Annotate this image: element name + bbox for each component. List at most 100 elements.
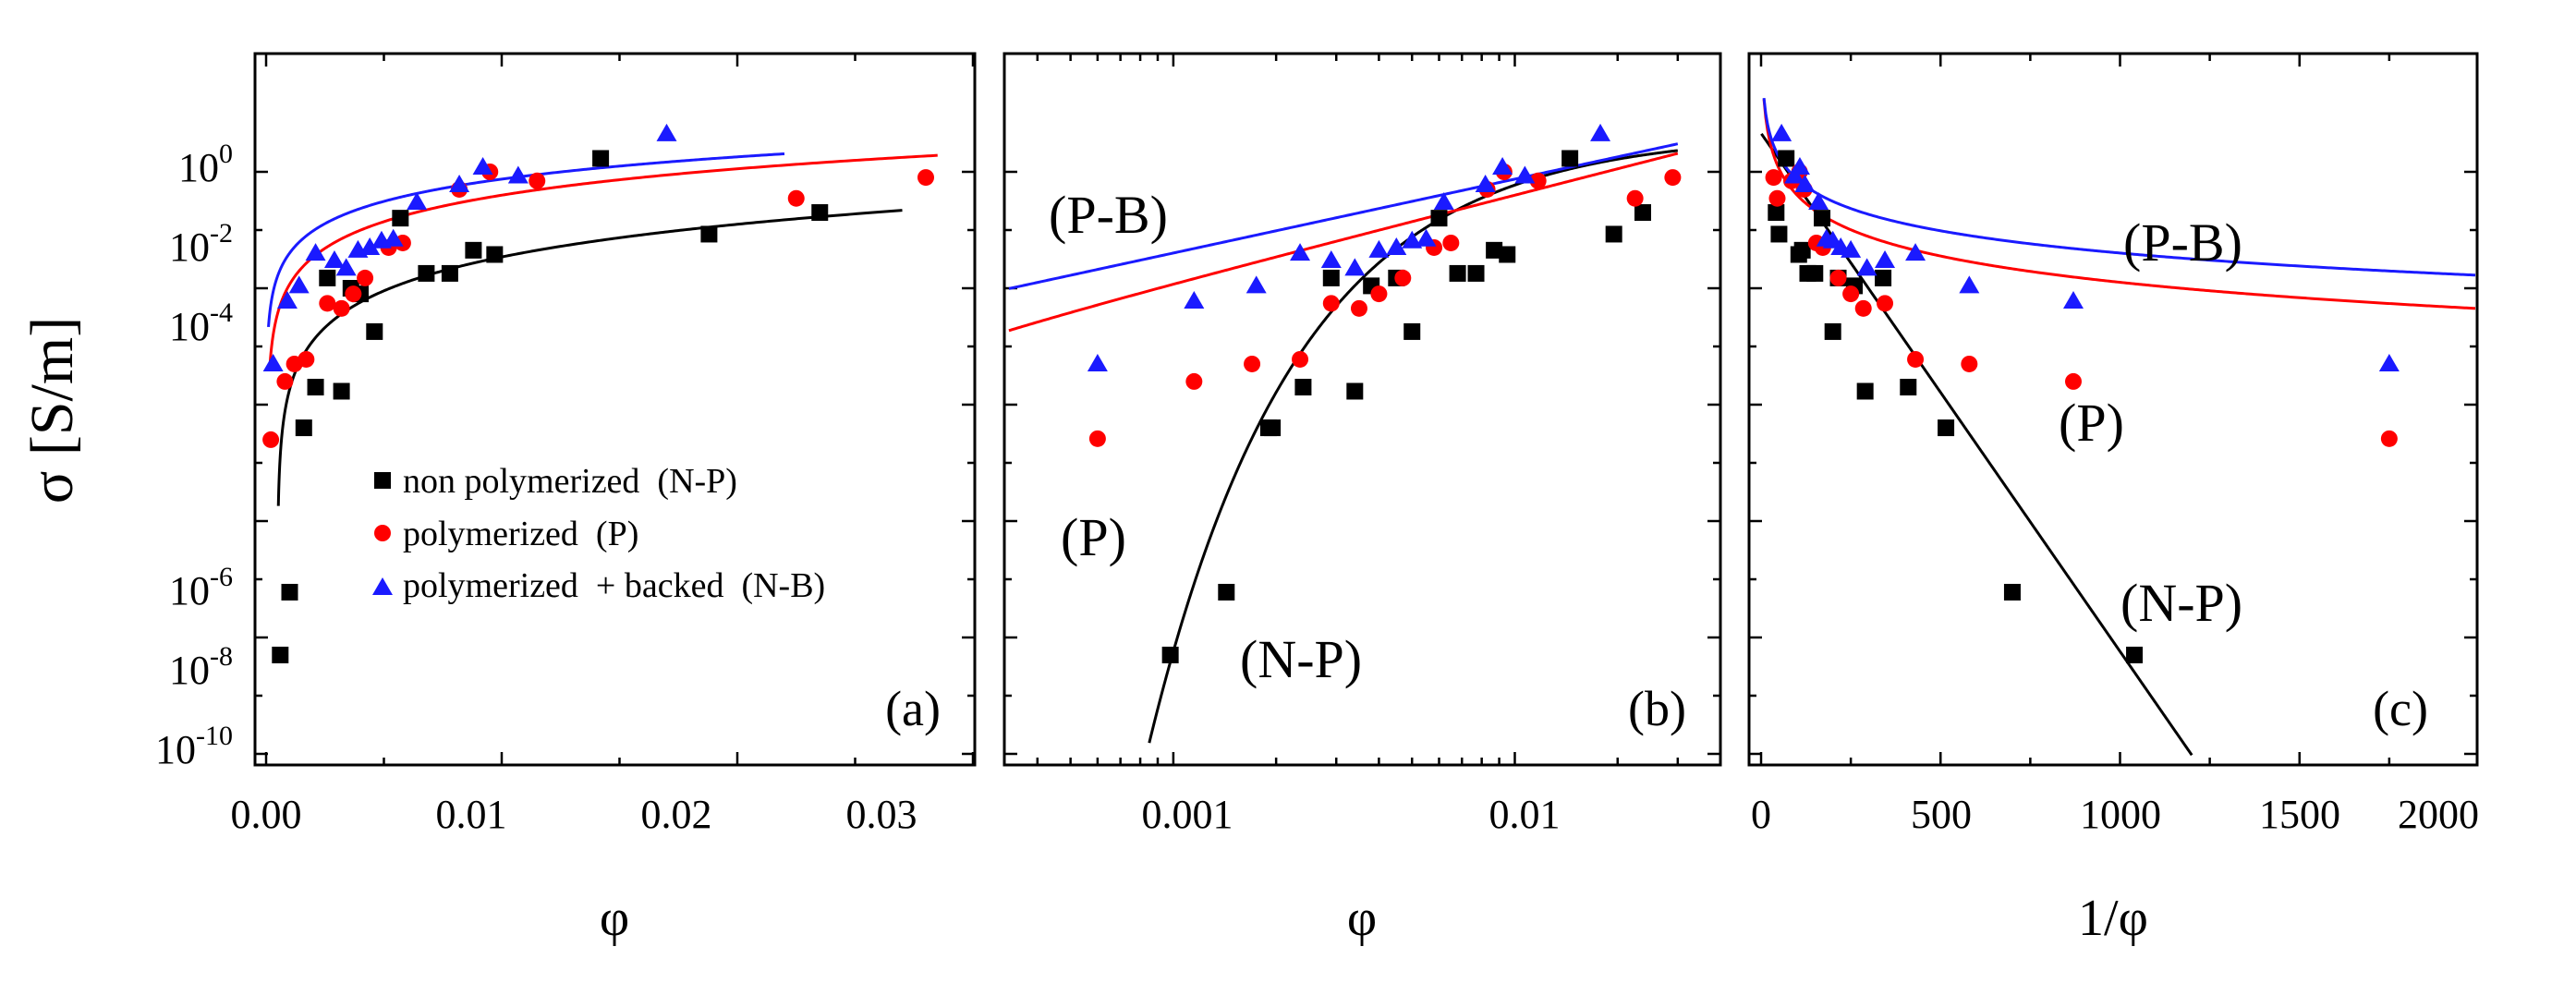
data-point-triangle [1368,239,1390,258]
data-point-circle [1768,189,1786,207]
data-point-square [333,382,350,400]
data-point-square [1799,264,1817,282]
data-point-square [295,419,312,437]
data-point-triangle [507,165,529,184]
annotation-p: (P) [1061,507,1126,567]
data-point-square [1875,269,1892,286]
data-point-square [1218,583,1235,601]
panel-a-points [262,123,934,663]
data-point-circle [298,350,315,368]
data-point-triangle [1433,191,1454,210]
data-point-square [392,210,409,227]
data-point-triangle [472,157,493,176]
data-point-triangle [1386,237,1407,255]
x-tick-label: 500 [1911,792,1972,837]
x-tick-label: 1000 [2080,792,2161,837]
data-point-square [1264,419,1282,437]
data-point-triangle [383,228,404,247]
data-point-square [441,264,458,282]
data-point-square [1499,246,1516,263]
panel-b-x-axis-label: φ [1347,890,1377,947]
data-point-circle [787,189,805,207]
data-point-square [1294,379,1312,396]
data-point-circle [1185,372,1203,390]
data-point-triangle [656,123,677,141]
fit-curve-pb [1008,142,1679,290]
data-point-circle [2380,430,2398,447]
y-tick-label: 100 [178,139,233,190]
data-point-triangle [305,243,326,261]
data-point-triangle [1905,243,1926,261]
fit-curve-p [1008,152,1679,333]
data-point-square [1814,210,1831,227]
data-point-triangle [1402,230,1423,249]
data-point-square [1824,322,1841,340]
data-point-square [1467,264,1485,282]
data-point-circle [1829,269,1847,286]
x-tick-label: 0.001 [1142,792,1233,837]
data-point-circle [1842,285,1860,303]
x-tick-label: 2000 [2398,792,2479,837]
data-point-triangle [1475,174,1496,192]
data-point-circle [1350,299,1367,317]
data-point-square [1770,225,1788,243]
panel-b-x-tick-labels: 0.001 0.01 [1142,792,1561,837]
data-point-square [418,264,435,282]
data-point-square [1561,150,1579,167]
data-point-square [1768,204,1785,222]
legend-label: polymerized (P) [403,515,638,553]
data-point-triangle [1771,123,1792,141]
data-point-square [307,379,324,396]
data-point-square [592,150,610,167]
data-point-circle [1322,295,1340,312]
data-point-triangle [1416,228,1437,247]
data-point-circle [1961,355,1978,372]
x-tick-label: 0.00 [231,792,302,837]
y-tick-label: 10-10 [155,721,233,772]
data-point-square [811,204,829,222]
fit-curve-p [268,153,938,370]
panel-a-x-tick-labels: 0.00 0.01 0.02 0.03 [231,792,917,837]
panel-a-x-axis-label: φ [600,890,629,947]
y-tick-label: 10-8 [169,641,233,693]
data-point-circle [333,299,350,317]
data-point-triangle [1816,228,1837,247]
data-point-circle [319,295,336,312]
data-point-circle [1877,295,1894,312]
data-point-triangle [1959,275,1980,294]
data-point-triangle [1290,243,1311,261]
data-point-square [486,246,504,263]
annotation-np: (N-P) [2120,573,2242,633]
data-point-circle [357,269,374,286]
data-point-square [1634,204,1651,222]
panel-c-x-tick-labels: 0 500 1000 1500 2000 [1751,792,2479,837]
legend-label: non polymerized (N-P) [403,462,737,501]
panel-b-label: (b) [1628,681,1686,736]
data-point-circle [1854,299,1872,317]
data-point-square [1346,382,1364,400]
data-point-triangle [359,237,381,255]
x-tick-label: 1500 [2259,792,2340,837]
panel-c-points [1765,123,2400,663]
fit-curve-p [1762,99,2475,310]
data-point-circle [1442,234,1460,251]
data-point-triangle [2062,290,2084,309]
data-point-square [2126,646,2144,663]
data-point-square [1430,210,1448,227]
annotation-p: (P) [2059,393,2124,453]
data-point-square [465,241,482,259]
x-tick-label: 0 [1751,792,1771,837]
data-point-circle [1626,189,1644,207]
data-point-circle [1292,350,1309,368]
data-point-square [1449,264,1466,282]
data-point-square [319,269,336,286]
y-axis-label: σ [S/m] [18,317,86,504]
y-tick-label: 10-2 [169,218,233,270]
legend-entry-np: non polymerized (N-P) [374,462,737,501]
legend-marker-circle [374,525,391,541]
data-point-square [700,225,718,243]
data-point-triangle [1784,165,1805,184]
data-point-circle [529,172,546,189]
data-point-circle [1907,350,1925,368]
data-point-circle [1088,430,1106,447]
